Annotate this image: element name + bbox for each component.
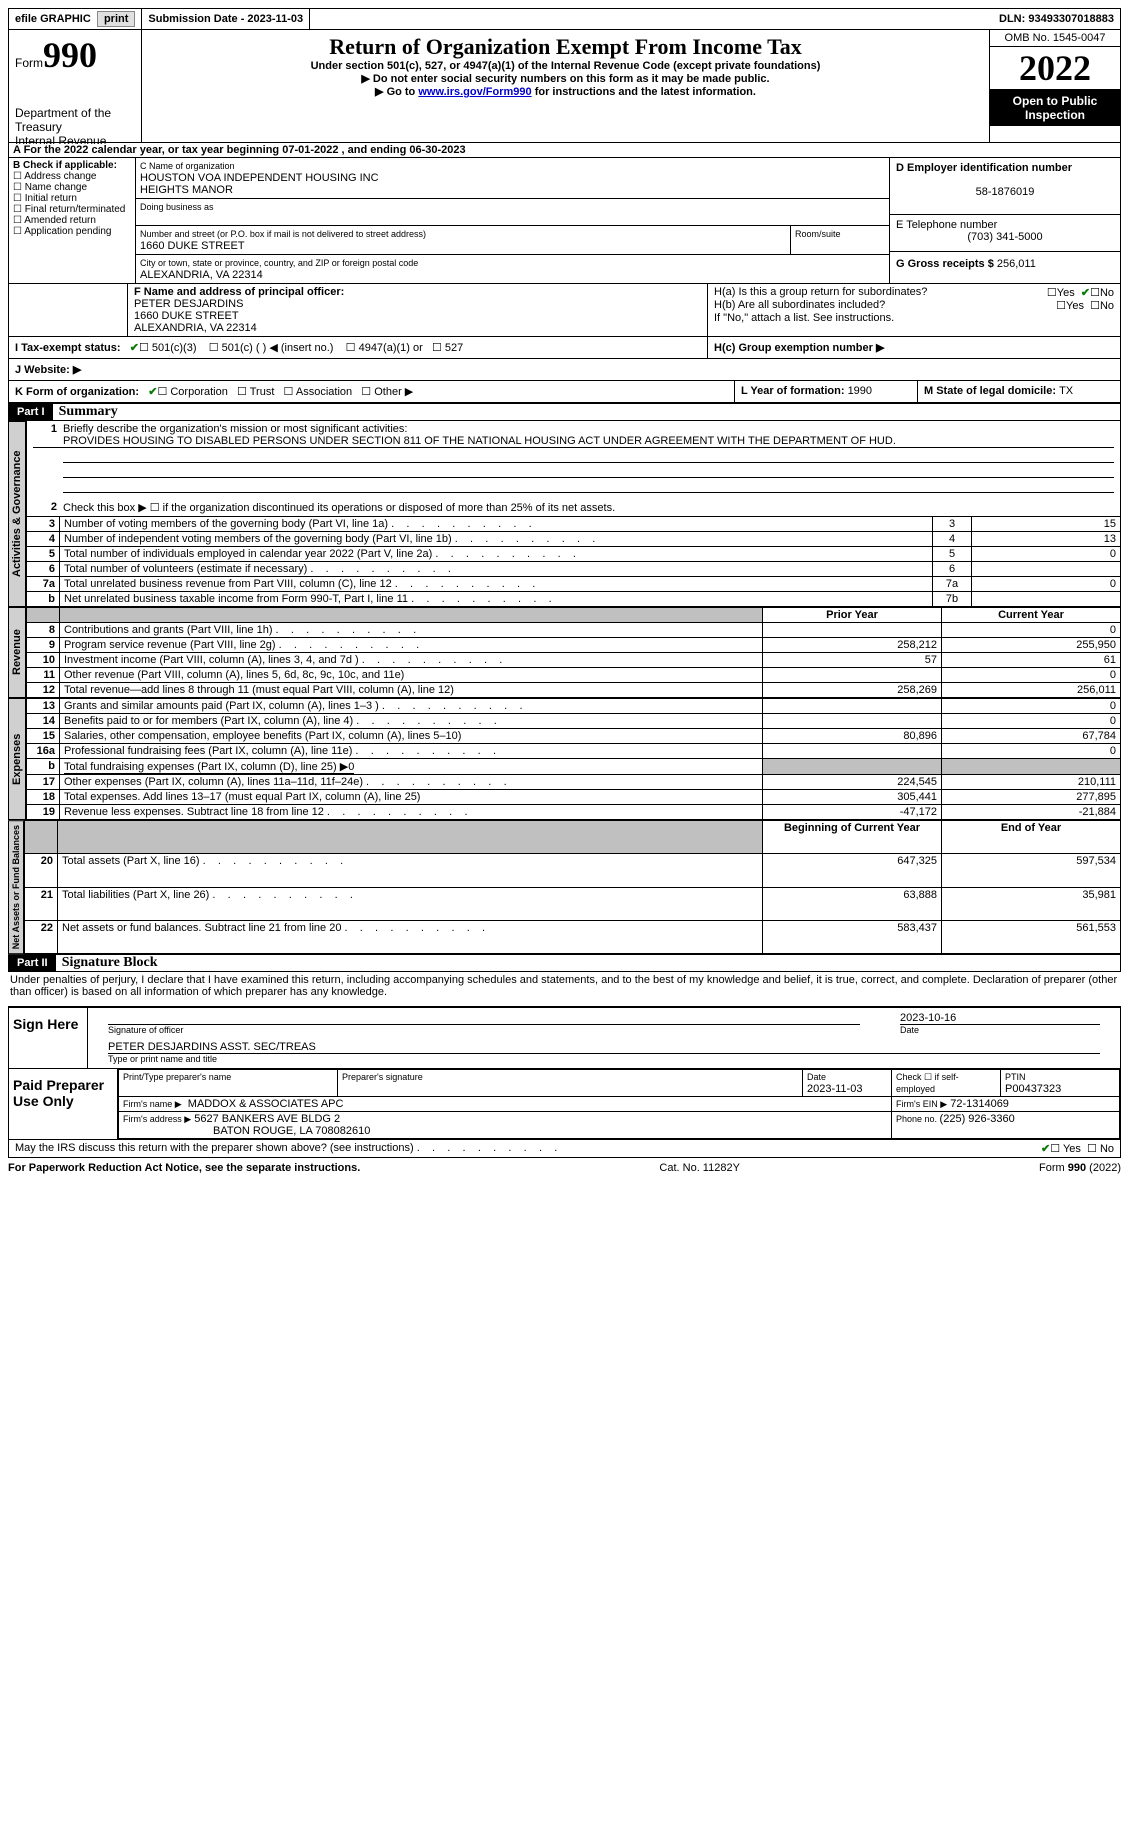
table-row: 6Total number of volunteers (estimate if… (27, 562, 1121, 577)
table-row: bNet unrelated business taxable income f… (27, 592, 1121, 607)
table-lines-3-7: 3Number of voting members of the governi… (26, 516, 1121, 607)
table-row: 14Benefits paid to or for members (Part … (27, 714, 1121, 729)
line1-label: Briefly describe the organization's miss… (57, 423, 1114, 435)
form-number-box: Form990 Department of the Treasury Inter… (9, 30, 142, 142)
city-state-zip: ALEXANDRIA, VA 22314 (140, 269, 263, 281)
discuss-line: May the IRS discuss this return with the… (8, 1140, 1121, 1158)
submission-date: Submission Date - 2023-11-03 (142, 9, 310, 29)
table-row: 11Other revenue (Part VIII, column (A), … (27, 668, 1121, 683)
efile-label: efile GRAPHIC print (9, 9, 142, 29)
tab-revenue: Revenue (8, 607, 26, 698)
year-formation: L Year of formation: 1990 (734, 381, 917, 402)
ein-value: 58-1876019 (896, 186, 1114, 198)
table-row: 20Total assets (Part X, line 16)647,3255… (25, 854, 1121, 887)
table-row: 17Other expenses (Part IX, column (A), l… (27, 775, 1121, 790)
dept-label: Department of the Treasury (15, 106, 135, 134)
cb-final-return[interactable] (13, 204, 25, 215)
tab-expenses: Expenses (8, 698, 26, 820)
page-footer: For Paperwork Reduction Act Notice, see … (8, 1162, 1121, 1174)
part1-title: Summary (59, 404, 118, 419)
cb-address-change[interactable] (13, 171, 24, 182)
dln: DLN: 93493307018883 (993, 9, 1120, 29)
table-row: 16aProfessional fundraising fees (Part I… (27, 744, 1121, 759)
tab-net-assets: Net Assets or Fund Balances (8, 820, 24, 954)
part2-header: Part II (9, 955, 56, 971)
table-row: 5Total number of individuals employed in… (27, 547, 1121, 562)
gross-receipts: 256,011 (997, 258, 1036, 270)
table-row: 13Grants and similar amounts paid (Part … (27, 699, 1121, 714)
paid-preparer-block: Paid Preparer Use Only Print/Type prepar… (8, 1069, 1121, 1140)
irs-link[interactable]: www.irs.gov/Form990 (418, 86, 531, 98)
line2-text: Check this box ▶ ☐ if the organization d… (57, 501, 1114, 514)
mission-text: PROVIDES HOUSING TO DISABLED PERSONS UND… (33, 435, 1114, 448)
table-revenue: Prior YearCurrent Year 8Contributions an… (26, 607, 1121, 698)
table-row: 12Total revenue—add lines 8 through 11 (… (27, 683, 1121, 698)
irs-label: Internal Revenue Service (15, 134, 135, 144)
table-row: 4Number of independent voting members of… (27, 532, 1121, 547)
cb-amended[interactable] (13, 215, 24, 226)
form-of-org: K Form of organization: ☐ Corporation ☐ … (9, 381, 734, 402)
table-expenses: 13Grants and similar amounts paid (Part … (26, 698, 1121, 820)
tax-year-line: A For the 2022 calendar year, or tax yea… (8, 143, 1121, 158)
tax-exempt-status: I Tax-exempt status: ☐ 501(c)(3) ☐ 501(c… (9, 337, 707, 358)
cb-app-pending[interactable] (13, 226, 24, 237)
year-box: OMB No. 1545-0047 2022 Open to Public In… (989, 30, 1120, 142)
state-domicile: M State of legal domicile: TX (917, 381, 1120, 402)
principal-officer: F Name and address of principal officer:… (128, 284, 707, 336)
table-row: 21Total liabilities (Part X, line 26)63,… (25, 887, 1121, 920)
col-d-ein: D Employer identification number 58-1876… (889, 158, 1120, 283)
table-row: 3Number of voting members of the governi… (27, 517, 1121, 532)
cb-initial-return[interactable] (13, 193, 25, 204)
telephone: (703) 341-5000 (896, 231, 1114, 243)
org-name-2: HEIGHTS MANOR (140, 184, 233, 196)
sign-here-block: Sign Here Signature of officer 2023-10-1… (8, 1007, 1121, 1069)
table-row: 10Investment income (Part VIII, column (… (27, 653, 1121, 668)
part1-header: Part I (9, 404, 53, 420)
org-name-1: HOUSTON VOA INDEPENDENT HOUSING INC (140, 172, 379, 184)
street-address: 1660 DUKE STREET (140, 240, 245, 252)
table-net-assets: Beginning of Current YearEnd of Year 20T… (24, 820, 1121, 954)
table-row: bTotal fundraising expenses (Part IX, co… (27, 759, 1121, 775)
col-b-checkboxes: B Check if applicable: Address change Na… (9, 158, 136, 283)
table-row: 22Net assets or fund balances. Subtract … (25, 920, 1121, 953)
penalty-statement: Under penalties of perjury, I declare th… (8, 972, 1121, 1007)
part2-title: Signature Block (62, 955, 158, 970)
website-line: J Website: ▶ (8, 359, 1121, 381)
cb-name-change[interactable] (13, 182, 25, 193)
form-title-box: Return of Organization Exempt From Incom… (142, 30, 989, 142)
officer-name: PETER DESJARDINS ASST. SEC/TREAS (108, 1041, 316, 1053)
firm-name: MADDOX & ASSOCIATES APC (188, 1098, 344, 1110)
top-toolbar: efile GRAPHIC print Submission Date - 20… (8, 8, 1121, 30)
group-return: H(a) Is this a group return for subordin… (707, 284, 1120, 336)
col-c-org-info: C Name of organization HOUSTON VOA INDEP… (136, 158, 889, 283)
group-exemption: H(c) Group exemption number ▶ (707, 337, 1120, 358)
table-row: 9Program service revenue (Part VIII, lin… (27, 638, 1121, 653)
table-row: 7aTotal unrelated business revenue from … (27, 577, 1121, 592)
table-row: 19Revenue less expenses. Subtract line 1… (27, 805, 1121, 820)
print-button[interactable]: print (97, 11, 135, 27)
table-row: 15Salaries, other compensation, employee… (27, 729, 1121, 744)
tab-activities-governance: Activities & Governance (8, 421, 26, 607)
table-row: 8Contributions and grants (Part VIII, li… (27, 623, 1121, 638)
table-row: 18Total expenses. Add lines 13–17 (must … (27, 790, 1121, 805)
